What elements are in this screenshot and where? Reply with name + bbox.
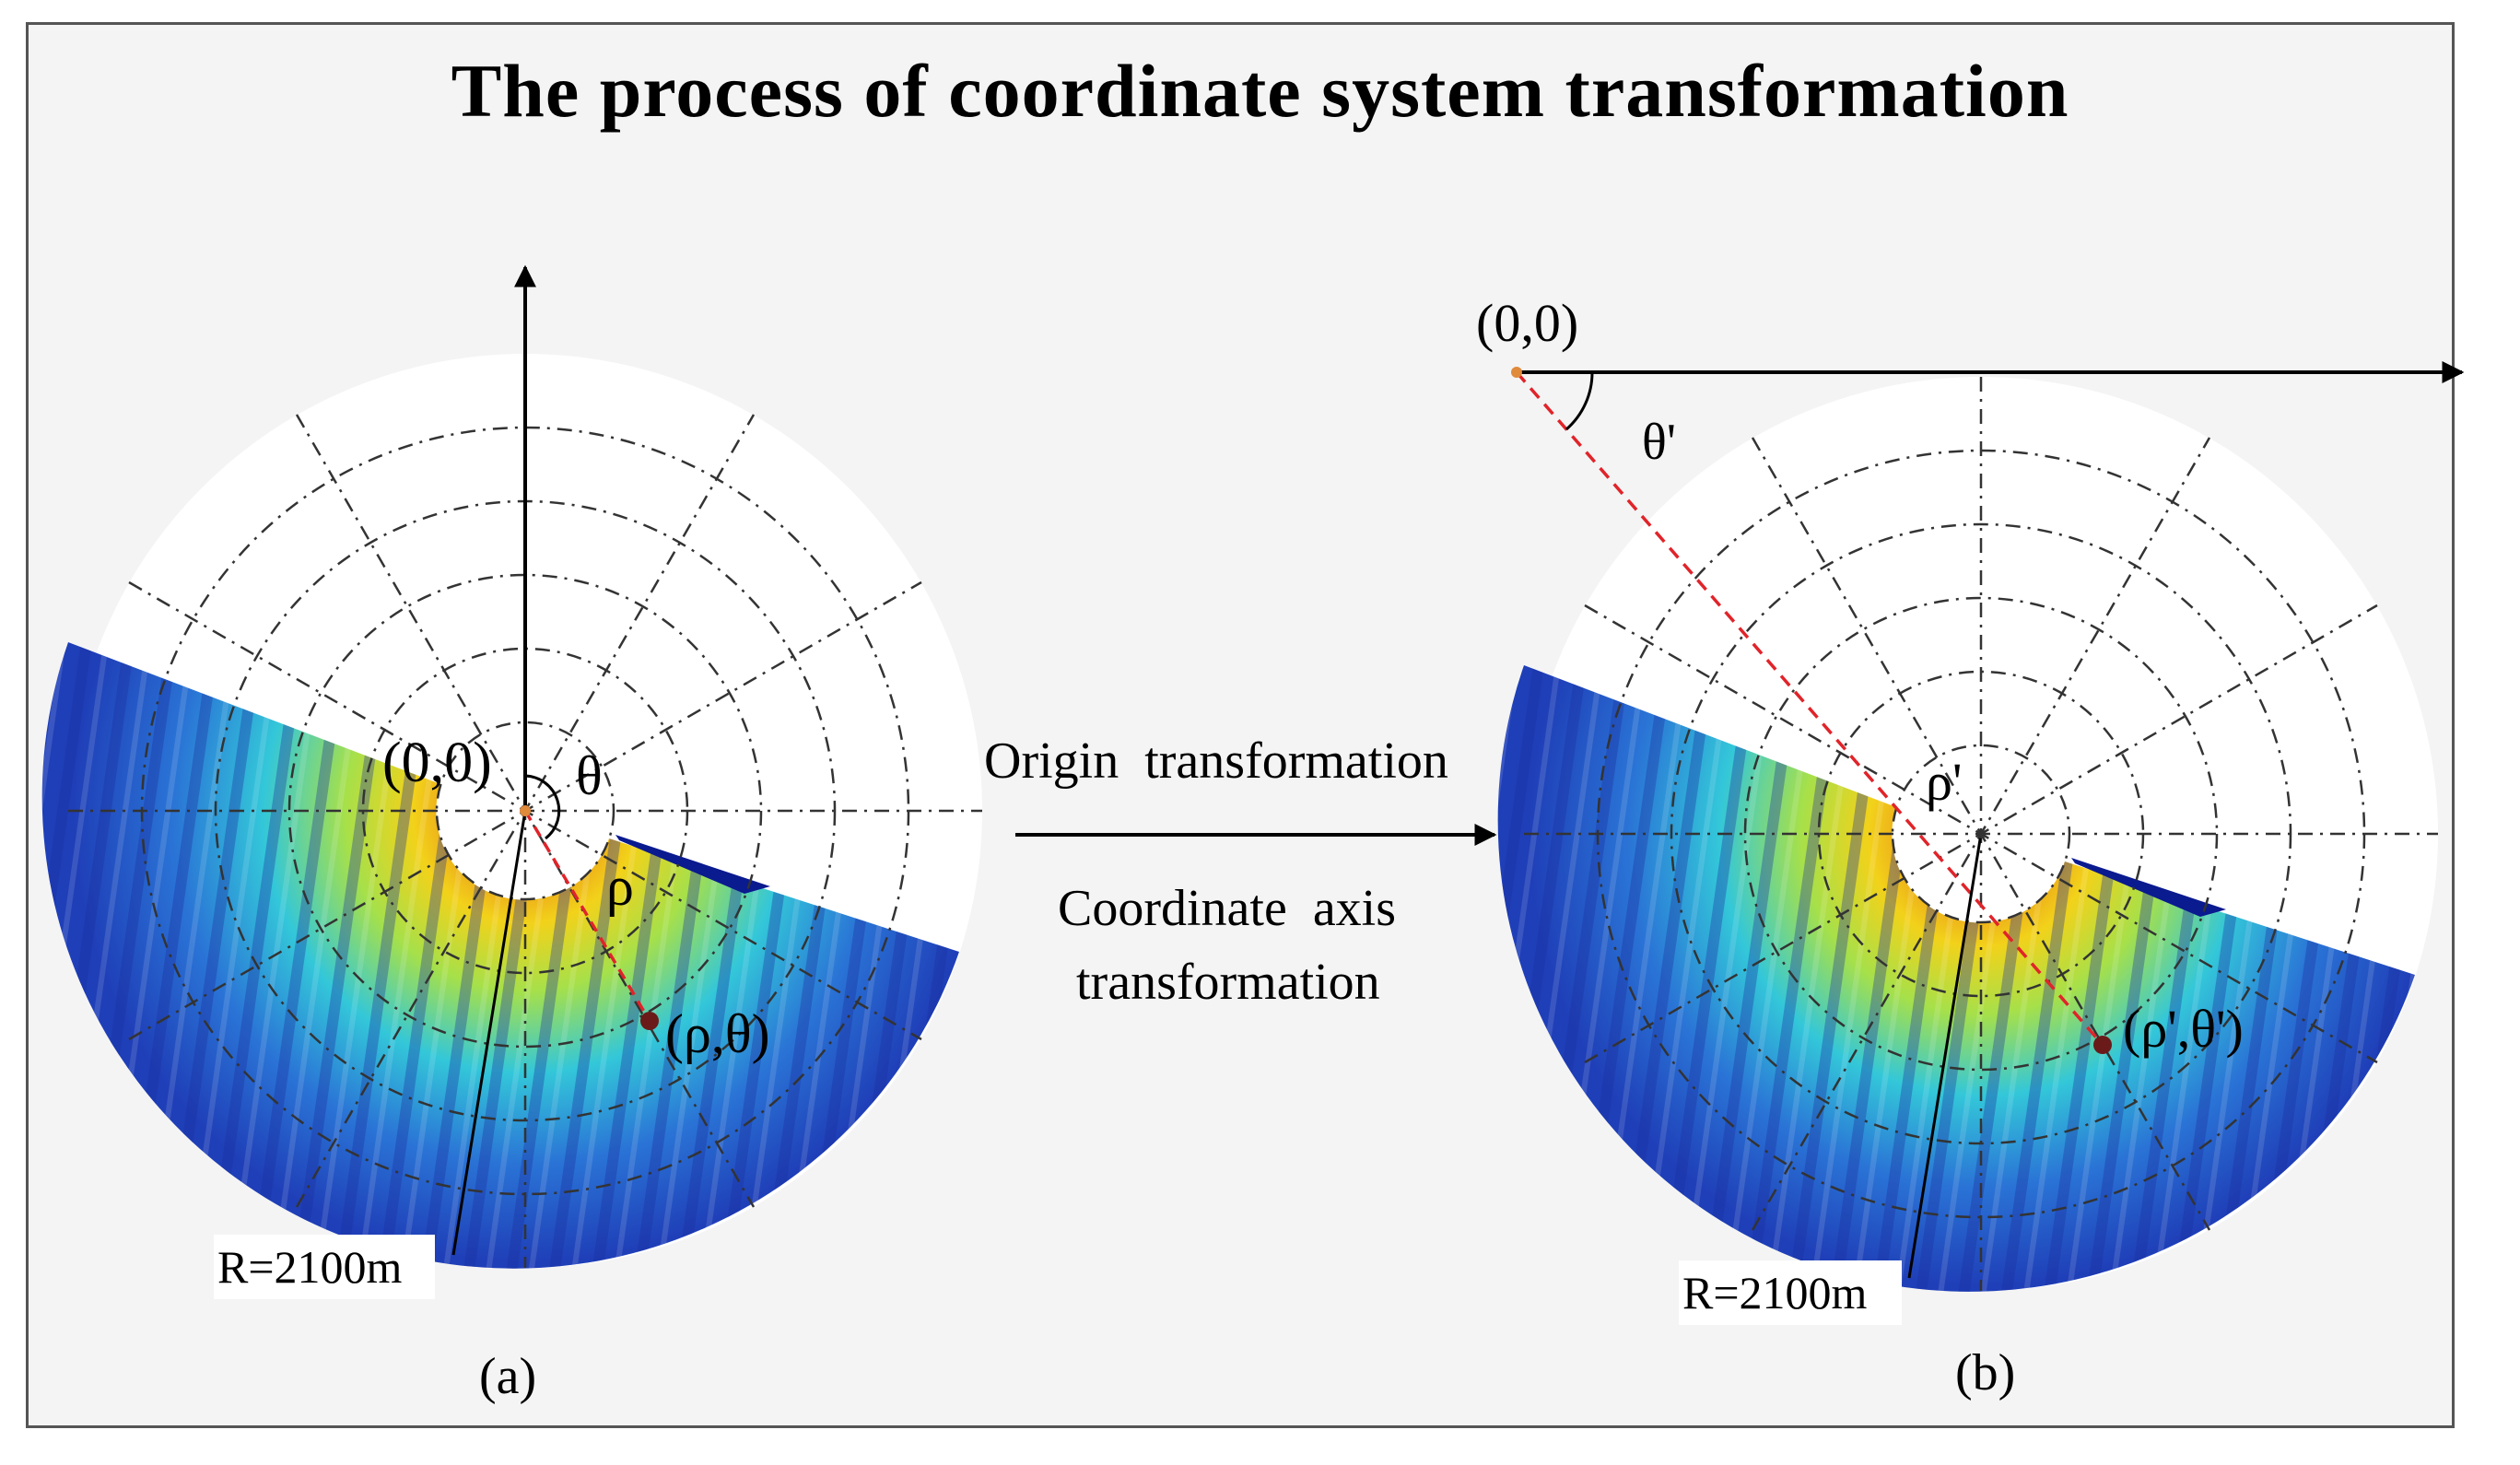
panel-a-origin-label: (0,0) xyxy=(382,732,492,794)
panel-b-point-label: (ρ',θ') xyxy=(2123,999,2244,1059)
panel-a-angle-label: θ xyxy=(576,745,603,806)
panel-a-angle-arc xyxy=(524,774,561,840)
panel-b-angle-arc xyxy=(1565,371,1594,431)
panel-a: (0,0) θ ρ (ρ,θ) R=2100m (a) xyxy=(41,264,982,1405)
panel-a-range-label-bg xyxy=(214,1235,435,1299)
panel-b-origin-label: (0,0) xyxy=(1476,293,1578,353)
panel-b-dark-blade xyxy=(2071,858,2226,917)
transform-label-top: Origin transformation xyxy=(984,732,1448,790)
panel-b-angle-label: θ' xyxy=(1642,414,1676,471)
panel-b-range-label: R=2100m xyxy=(1682,1267,1868,1318)
panel-a-dark-blade xyxy=(615,835,770,894)
panel-b-range-leader xyxy=(1907,833,1983,1279)
panel-b: (0,0) θ' ρ' (ρ',θ') R=2100m (b) xyxy=(1476,293,2465,1401)
panel-b-radius-ray xyxy=(1515,370,2104,1047)
panel-a-point-label: (ρ,θ) xyxy=(665,1003,770,1064)
panel-a-radius-label: ρ xyxy=(606,856,634,917)
figure-title: The process of coordinate system transfo… xyxy=(451,49,2069,133)
panel-b-origin-point xyxy=(1511,367,1522,378)
transform-arrow-group: Origin transformation Coordinate axis tr… xyxy=(984,732,1497,1011)
panel-a-range-leader xyxy=(451,810,527,1256)
panel-a-range-label: R=2100m xyxy=(217,1241,403,1293)
panel-a-origin-point xyxy=(520,805,531,816)
transform-label-bottom-1: Coordinate axis xyxy=(1058,880,1396,937)
panel-a-radius-ray xyxy=(523,810,651,1022)
transform-label-bottom-2: transformation xyxy=(1076,954,1380,1011)
panel-b-center-point xyxy=(1976,829,1986,838)
panel-a-caption: (a) xyxy=(479,1348,536,1405)
panel-b-target-point xyxy=(2093,1036,2112,1054)
panel-b-range-label-bg xyxy=(1679,1260,1902,1325)
panel-b-caption: (b) xyxy=(1955,1344,2015,1401)
panel-b-radius-label: ρ' xyxy=(1926,752,1962,812)
panel-a-target-point xyxy=(640,1012,659,1030)
